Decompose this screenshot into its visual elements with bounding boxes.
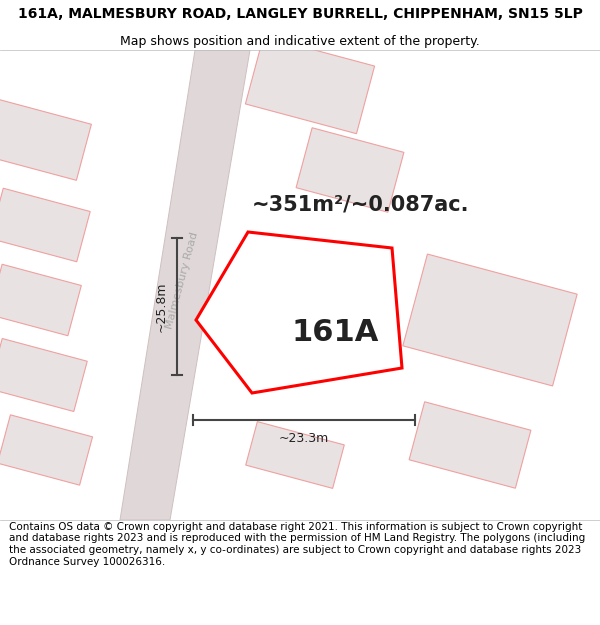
Polygon shape xyxy=(0,100,91,180)
Polygon shape xyxy=(246,422,344,488)
Polygon shape xyxy=(0,339,87,411)
Text: ~25.8m: ~25.8m xyxy=(155,281,167,332)
Text: 161A, MALMESBURY ROAD, LANGLEY BURRELL, CHIPPENHAM, SN15 5LP: 161A, MALMESBURY ROAD, LANGLEY BURRELL, … xyxy=(17,8,583,21)
Polygon shape xyxy=(120,50,250,520)
Text: ~23.3m: ~23.3m xyxy=(279,431,329,444)
Text: Contains OS data © Crown copyright and database right 2021. This information is : Contains OS data © Crown copyright and d… xyxy=(9,522,585,567)
Text: ~351m²/~0.087ac.: ~351m²/~0.087ac. xyxy=(251,195,469,215)
Polygon shape xyxy=(0,188,90,262)
Polygon shape xyxy=(0,264,82,336)
Text: 161A: 161A xyxy=(292,318,379,347)
Polygon shape xyxy=(296,127,404,212)
Polygon shape xyxy=(403,254,577,386)
Polygon shape xyxy=(0,415,92,485)
Polygon shape xyxy=(245,36,374,134)
Text: Map shows position and indicative extent of the property.: Map shows position and indicative extent… xyxy=(120,35,480,48)
Polygon shape xyxy=(409,402,531,488)
Text: Malmesbury Road: Malmesbury Road xyxy=(164,231,200,329)
Polygon shape xyxy=(196,232,402,393)
